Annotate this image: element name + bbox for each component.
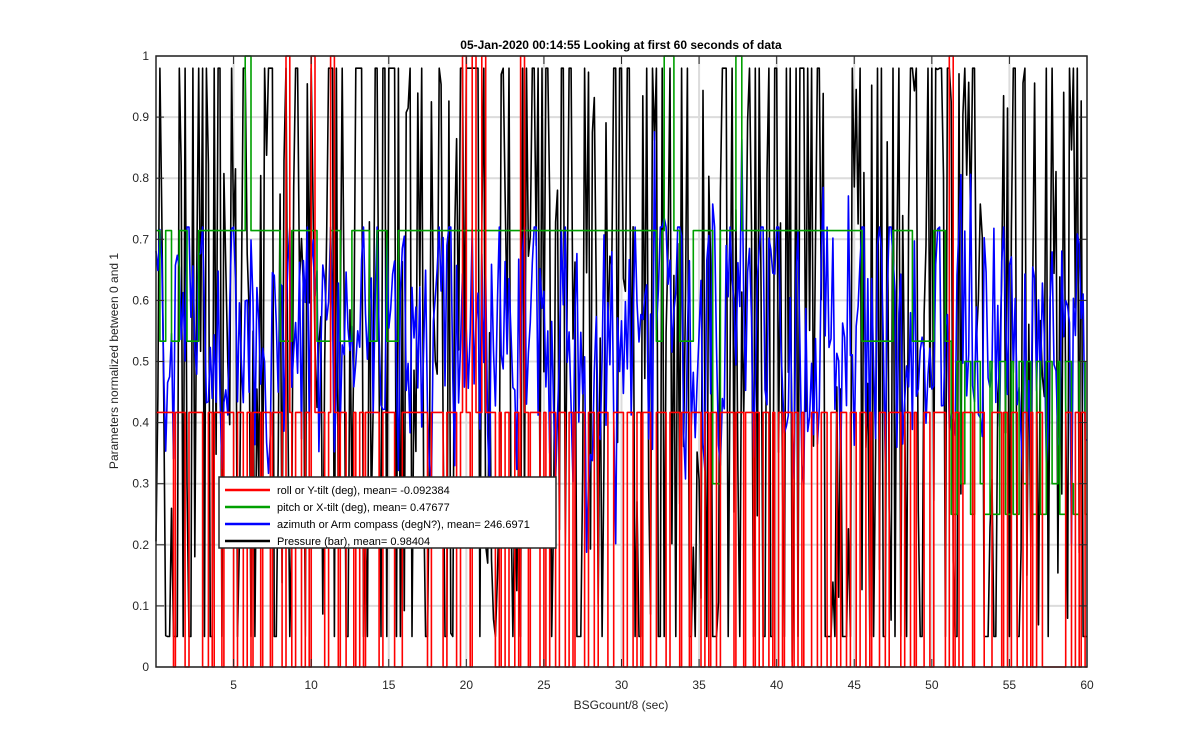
y-tick-label: 0.3 (132, 477, 149, 491)
x-tick-label: 35 (692, 678, 706, 692)
chart-title: 05-Jan-2020 00:14:55 Looking at first 60… (460, 38, 782, 52)
x-tick-label: 30 (615, 678, 629, 692)
y-tick-label: 0.4 (132, 416, 149, 430)
legend-entry-label: roll or Y-tilt (deg), mean= -0.092384 (277, 485, 450, 497)
y-tick-label: 0.2 (132, 538, 149, 552)
legend-entry-label: pitch or X-tilt (deg), mean= 0.47677 (277, 502, 450, 514)
legend-entry-label: azimuth or Arm compass (degN?), mean= 24… (277, 519, 530, 531)
y-axis-label: Parameters normalized between 0 and 1 (107, 253, 121, 469)
x-tick-label: 15 (382, 678, 396, 692)
x-tick-label: 50 (925, 678, 939, 692)
y-tick-label: 0 (142, 660, 149, 674)
y-tick-label: 0.6 (132, 293, 149, 307)
x-tick-label: 45 (848, 678, 862, 692)
y-tick-label: 1 (142, 49, 149, 63)
y-tick-label: 0.7 (132, 232, 149, 246)
x-tick-label: 5 (230, 678, 237, 692)
y-tick-label: 0.8 (132, 171, 149, 185)
legend-entry-label: Pressure (bar), mean= 0.98404 (277, 536, 430, 548)
legend: roll or Y-tilt (deg), mean= -0.092384 pit… (218, 476, 557, 549)
x-tick-label: 40 (770, 678, 784, 692)
x-axis-label: BSGcount/8 (sec) (574, 698, 669, 712)
x-tick-label: 60 (1080, 678, 1094, 692)
y-tick-label: 0.5 (132, 355, 149, 369)
y-tick-label: 0.9 (132, 110, 149, 124)
x-tick-label: 20 (460, 678, 474, 692)
y-tick-label: 0.1 (132, 599, 149, 613)
legend-box (218, 476, 557, 549)
x-tick-label: 55 (1003, 678, 1017, 692)
x-tick-label: 25 (537, 678, 551, 692)
ticks: 5 10 15 20 25 30 35 40 45 50 55 60 0 0.1 0.2 0.3 0.4 0.5 0… (132, 49, 1094, 692)
x-tick-label: 10 (304, 678, 318, 692)
